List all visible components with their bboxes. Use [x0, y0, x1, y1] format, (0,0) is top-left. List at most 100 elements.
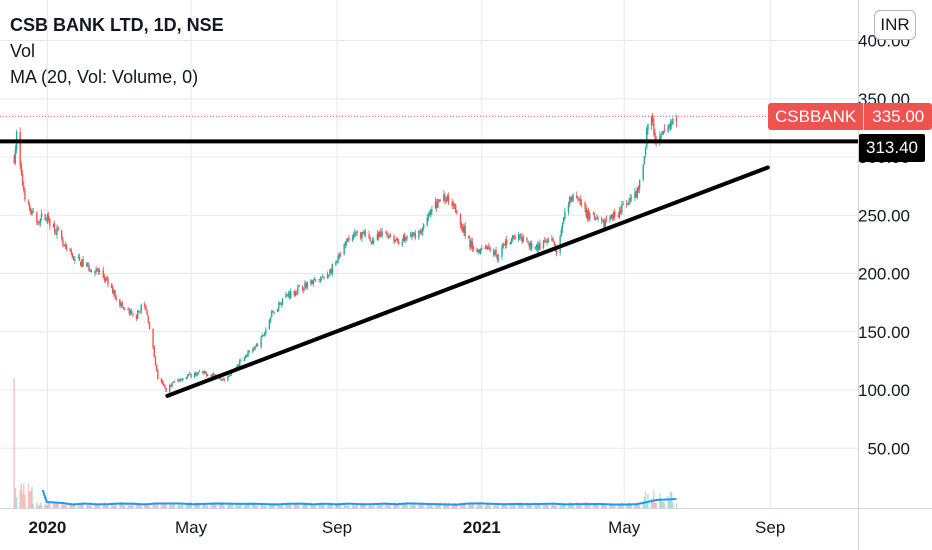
volume-bar — [592, 503, 595, 508]
volume-bar — [122, 505, 125, 508]
volume-bar — [295, 502, 298, 508]
volume-bar — [618, 503, 621, 508]
candle-body — [485, 247, 488, 249]
candle-body — [597, 217, 599, 219]
volume-bar — [21, 493, 24, 508]
volume-bar — [567, 504, 570, 508]
time-axis[interactable]: 2020 May Sep 2021 May Sep — [0, 508, 932, 538]
candle-body — [331, 263, 333, 274]
candlesticks — [13, 113, 678, 394]
volume-bar — [55, 503, 57, 508]
candle-body — [519, 234, 521, 237]
candle-body — [547, 239, 549, 242]
volume-bar — [65, 502, 68, 508]
candle-body — [644, 148, 647, 155]
candle-body — [94, 271, 96, 274]
candle-body — [13, 155, 15, 164]
candle-body — [585, 207, 587, 217]
price-tick-label: 150.00 — [858, 323, 910, 342]
volume-bar — [37, 505, 39, 508]
candle-body — [14, 148, 17, 163]
candle-body — [121, 302, 123, 307]
candle-body — [638, 179, 641, 189]
volume-bar — [69, 505, 71, 508]
candle-body — [469, 239, 471, 248]
candle-body — [427, 214, 430, 218]
support-trendline[interactable] — [165, 165, 770, 398]
volume-bar — [672, 502, 674, 508]
volume-bar — [312, 505, 314, 508]
candle-body — [460, 224, 463, 229]
candle-body — [622, 203, 624, 206]
volume-bar — [180, 503, 183, 508]
candle-body — [239, 360, 241, 367]
currency-button[interactable]: INR — [874, 10, 916, 40]
volume-bar — [294, 503, 297, 508]
volume-bar — [218, 502, 221, 508]
volume-bar — [663, 502, 666, 508]
candle-body — [610, 214, 612, 219]
volume-bar — [377, 505, 380, 508]
candle-body — [551, 238, 553, 240]
volume-bar — [64, 505, 66, 508]
ma-indicator-label[interactable]: MA (20, Vol: Volume, 0) — [10, 67, 199, 87]
volume-bar — [229, 503, 231, 508]
candle-body — [202, 370, 204, 373]
volume-bar — [144, 503, 146, 508]
volume-bar — [298, 505, 300, 508]
candle-body — [526, 237, 528, 241]
candle-body — [513, 235, 515, 237]
volume-indicator-label[interactable]: Vol — [10, 41, 36, 61]
volume-bar — [667, 495, 669, 508]
candle-body — [90, 270, 93, 273]
volume-bar — [597, 505, 599, 508]
volume-bar — [411, 505, 413, 508]
volume-bar — [536, 504, 539, 508]
volume-bar — [387, 503, 389, 508]
candle-body — [625, 203, 628, 205]
candle-body — [506, 239, 508, 244]
candle-body — [206, 374, 209, 376]
candle-body — [418, 230, 420, 238]
candle-body — [160, 378, 163, 382]
candle-body — [577, 198, 579, 200]
volume-bar — [260, 503, 262, 508]
volume-bar — [343, 505, 345, 508]
price-axis[interactable]: 50.00100.00150.00200.00250.00300.00350.0… — [858, 0, 910, 550]
candle-body — [636, 187, 638, 198]
candle-body — [164, 385, 166, 388]
volume-bar — [670, 492, 673, 508]
candle-body — [64, 244, 66, 246]
candle-body — [545, 241, 547, 243]
volume-bar — [373, 503, 375, 508]
candle-body — [436, 201, 438, 208]
candle-body — [477, 250, 479, 252]
volume-bar — [70, 502, 72, 508]
candle-body — [177, 379, 179, 382]
volume-bar — [430, 503, 432, 508]
volume-bar — [185, 505, 188, 508]
candle-body — [129, 311, 132, 314]
candle-body — [527, 240, 529, 243]
volume-bar — [89, 502, 91, 508]
candle-body — [468, 236, 470, 239]
candle-body — [376, 233, 379, 240]
volume-bar — [190, 502, 192, 508]
time-tick-label: 2020 — [29, 518, 67, 537]
volume-bar — [128, 505, 131, 508]
candle-body — [371, 240, 374, 244]
volume-bar — [578, 504, 580, 508]
candle-body — [335, 262, 337, 265]
symbol-title[interactable]: CSB BANK LTD, 1D, NSE — [10, 15, 224, 35]
candle-body — [670, 123, 673, 125]
candle-body — [362, 232, 364, 234]
candle-body — [305, 282, 307, 288]
volume-bar — [396, 505, 399, 508]
candle-body — [326, 274, 329, 278]
candle-body — [102, 269, 104, 278]
candle-body — [120, 302, 122, 307]
candle-body — [394, 239, 396, 242]
candle-body — [603, 219, 605, 228]
candle-body — [650, 116, 653, 126]
